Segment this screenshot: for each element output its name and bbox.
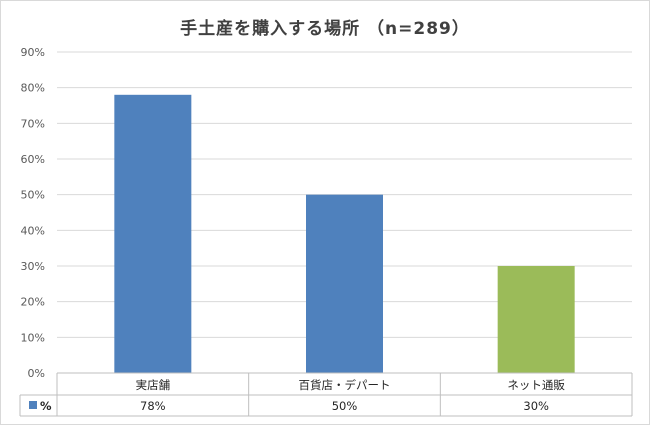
y-tick-label: 50% xyxy=(21,189,45,202)
chart-title: 手土産を購入する場所 （n=289） xyxy=(180,19,470,39)
y-tick-label: 90% xyxy=(21,46,45,59)
value-label: 50% xyxy=(332,399,358,413)
y-tick-label: 20% xyxy=(21,296,45,309)
y-tick-label: 30% xyxy=(21,260,45,273)
y-tick-label: 0% xyxy=(28,367,45,380)
legend-label: % xyxy=(40,399,52,413)
category-label: 実店舗 xyxy=(136,378,171,392)
value-label: 30% xyxy=(523,399,549,413)
y-tick-label: 70% xyxy=(21,117,45,130)
bar xyxy=(114,94,192,374)
y-tick-label: 40% xyxy=(21,224,45,237)
y-tick-label: 60% xyxy=(21,153,45,166)
legend-swatch xyxy=(29,401,37,409)
category-label: ネット通販 xyxy=(507,378,565,392)
y-tick-label: 80% xyxy=(21,82,45,95)
bar xyxy=(497,266,575,373)
y-tick-label: 10% xyxy=(21,331,45,344)
category-label: 百貨店・デパート xyxy=(299,378,391,392)
bar xyxy=(306,194,383,373)
value-label: 78% xyxy=(140,399,166,413)
